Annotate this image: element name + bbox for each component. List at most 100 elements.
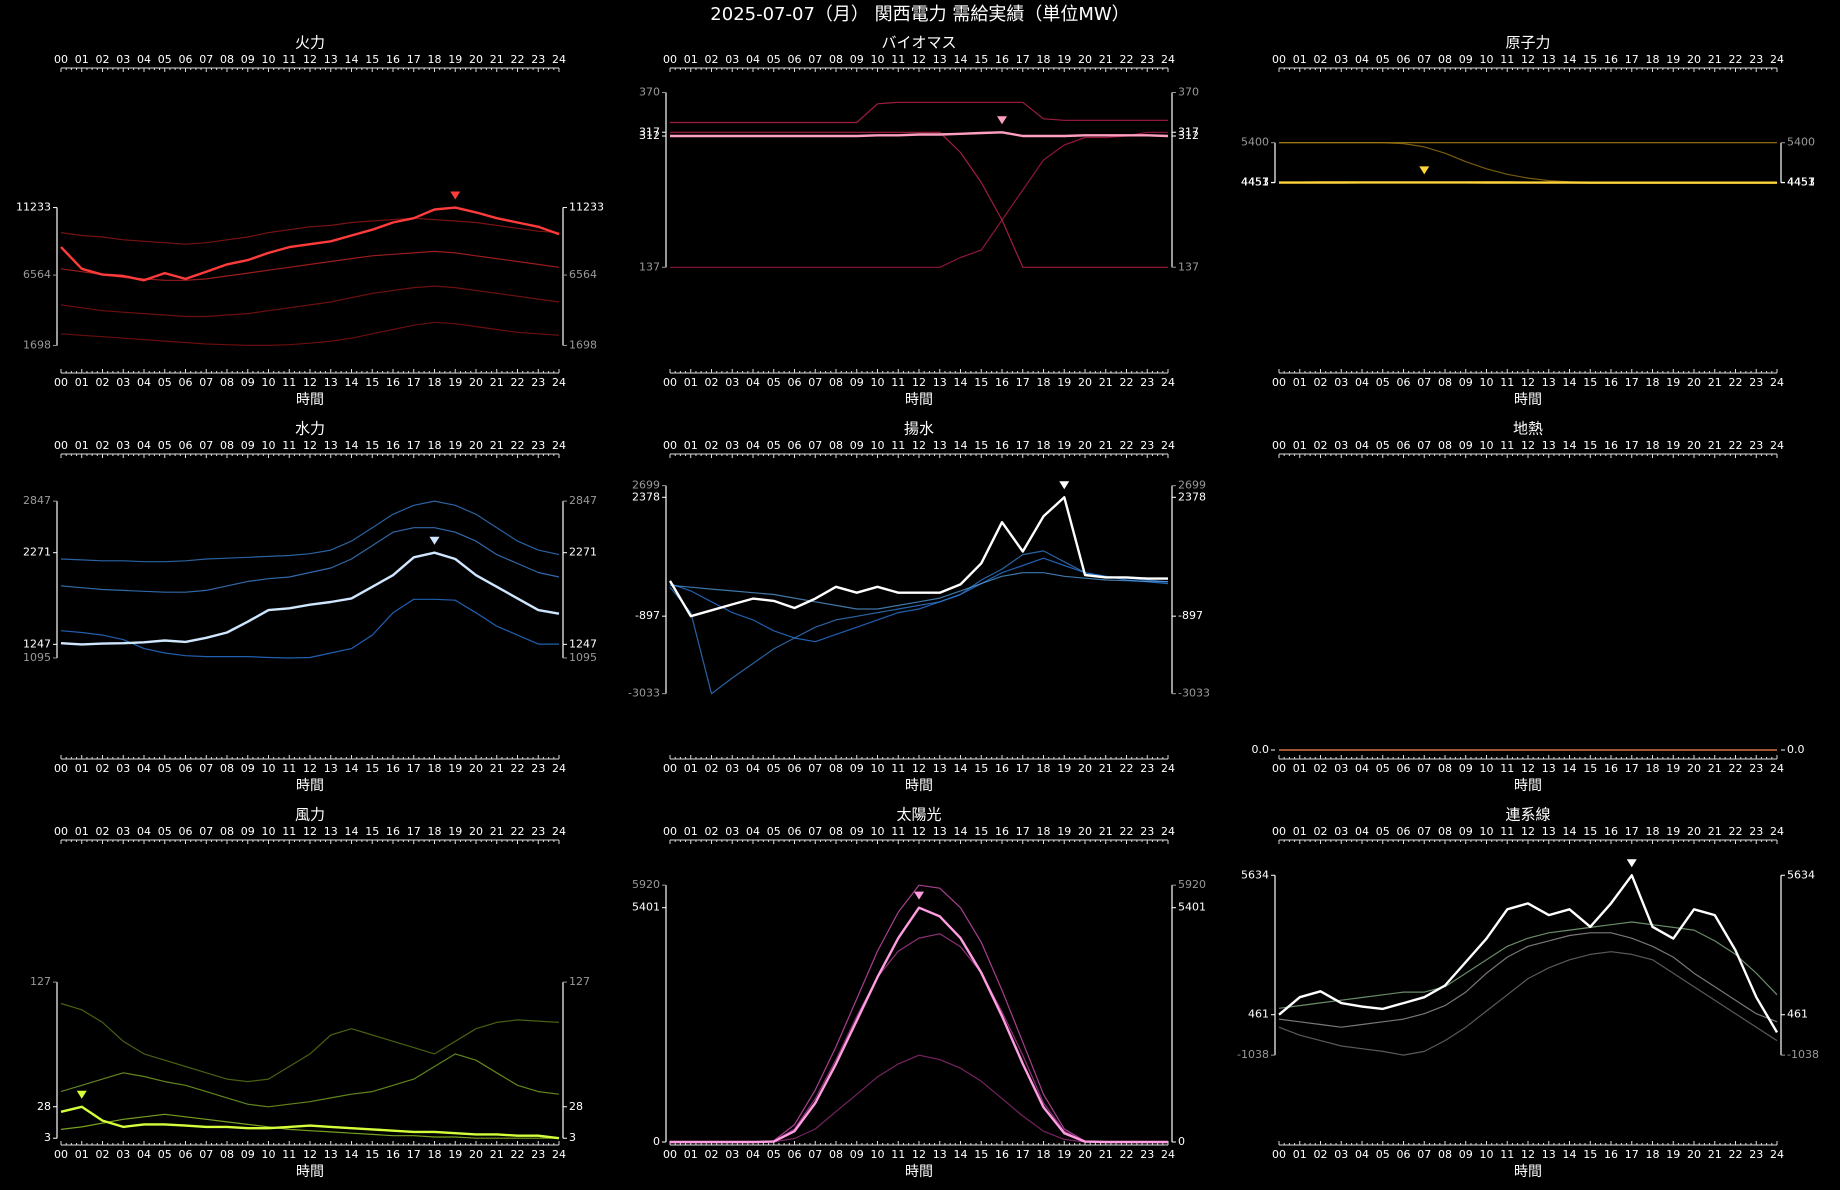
x-tick-label: 14 <box>1563 376 1577 389</box>
x-tick-label: 08 <box>829 376 843 389</box>
y-tick-label: 5401 <box>632 901 660 914</box>
x-tick-label: 18 <box>1646 376 1660 389</box>
x-tick-label: 05 <box>767 762 781 775</box>
x-tick-label: 04 <box>746 376 760 389</box>
x-tick-label: 12 <box>303 376 317 389</box>
x-tick-label: 11 <box>282 825 296 838</box>
x-tick-label: 12 <box>1521 53 1535 66</box>
x-tick-label: 20 <box>1078 762 1092 775</box>
x-tick-label: 19 <box>1057 1148 1071 1161</box>
x-tick-label: 06 <box>788 53 802 66</box>
x-tick-label: 16 <box>995 53 1009 66</box>
y-tick-label: 1247 <box>23 637 51 650</box>
x-tick-label: 03 <box>116 1148 130 1161</box>
x-tick-label: 14 <box>1563 439 1577 452</box>
x-tick-label: 24 <box>1770 825 1784 838</box>
x-tick-label: 14 <box>954 1148 968 1161</box>
x-tick-label: 07 <box>1417 762 1431 775</box>
x-tick-label: 12 <box>912 439 926 452</box>
x-tick-label: 23 <box>1749 376 1763 389</box>
x-tick-label: 15 <box>1583 762 1597 775</box>
x-tick-label: 21 <box>490 376 504 389</box>
y-tick-label: 2378 <box>632 490 660 503</box>
x-tick-label: 22 <box>1120 825 1134 838</box>
x-tick-label: 15 <box>1583 53 1597 66</box>
x-tick-label: 01 <box>75 439 89 452</box>
y-tick-label: 2699 <box>632 479 660 492</box>
x-tick-label: 03 <box>1334 825 1348 838</box>
x-tick-label: 09 <box>850 825 864 838</box>
x-tick-label: 07 <box>1417 53 1431 66</box>
x-axis-label: 時間 <box>296 778 324 794</box>
x-tick-label: 22 <box>1729 825 1743 838</box>
x-tick-label: 09 <box>850 376 864 389</box>
x-axis-label: 時間 <box>905 392 933 408</box>
x-axis <box>60 67 560 72</box>
x-tick-label: 20 <box>1687 53 1701 66</box>
x-tick-label: 21 <box>490 762 504 775</box>
x-tick-label: 16 <box>386 825 400 838</box>
x-tick-label: 04 <box>1355 825 1369 838</box>
series-line <box>60 250 560 281</box>
x-tick-label: 19 <box>1057 376 1071 389</box>
y-tick-label: 0.0 <box>1252 743 1270 756</box>
x-tick-label: 22 <box>1729 1148 1743 1161</box>
y-tick-label: 127 <box>30 975 51 988</box>
x-tick-label: 23 <box>1749 1148 1763 1161</box>
x-tick-label: 06 <box>179 1148 193 1161</box>
x-tick-label: 03 <box>116 376 130 389</box>
series-line <box>1278 951 1778 1056</box>
x-tick-label: 00 <box>663 439 677 452</box>
peak-marker <box>997 116 1007 125</box>
x-tick-label: 21 <box>1708 762 1722 775</box>
x-tick-label: 05 <box>158 376 172 389</box>
x-tick-label: 01 <box>1293 762 1307 775</box>
x-axis-label: 時間 <box>296 1164 324 1180</box>
x-tick-label: 02 <box>96 439 110 452</box>
x-tick-label: 18 <box>428 825 442 838</box>
x-axis <box>60 453 560 458</box>
y-tick-label: 137 <box>1178 260 1199 273</box>
x-tick-label: 19 <box>1057 53 1071 66</box>
x-tick-label: 09 <box>1459 376 1473 389</box>
x-tick-label: 18 <box>1037 376 1051 389</box>
series-line <box>669 572 1169 610</box>
y-tick-label: 2699 <box>1178 479 1206 492</box>
x-tick-label: 19 <box>1666 1148 1680 1161</box>
x-tick-label: 02 <box>705 376 719 389</box>
x-tick-label: 24 <box>1161 439 1175 452</box>
x-tick-label: 08 <box>1438 1148 1452 1161</box>
x-tick-label: 05 <box>1376 825 1390 838</box>
y-tick-label: 4451 <box>1787 176 1815 189</box>
x-axis <box>1278 755 1778 760</box>
x-tick-label: 12 <box>1521 376 1535 389</box>
x-tick-label: 20 <box>469 376 483 389</box>
x-axis <box>669 1141 1169 1146</box>
x-tick-label: 11 <box>1500 439 1514 452</box>
x-tick-label: 00 <box>1272 439 1286 452</box>
y-tick-label: 2847 <box>569 494 597 507</box>
x-tick-label: 15 <box>365 376 379 389</box>
x-tick-label: 23 <box>1749 762 1763 775</box>
x-tick-label: 24 <box>552 53 566 66</box>
x-tick-label: 07 <box>199 825 213 838</box>
y-tick-label: -897 <box>1178 609 1203 622</box>
peak-marker <box>1059 481 1070 490</box>
y-tick-label: 370 <box>639 86 660 99</box>
x-tick-label: 23 <box>531 825 545 838</box>
x-tick-label: 09 <box>1459 53 1473 66</box>
x-tick-label: 05 <box>158 1148 172 1161</box>
y-tick-label: 0 <box>653 1135 660 1148</box>
x-tick-label: 03 <box>1334 53 1348 66</box>
x-tick-label: 22 <box>1120 1148 1134 1161</box>
x-axis <box>1278 839 1778 844</box>
x-tick-label: 22 <box>511 53 525 66</box>
x-tick-label: 16 <box>1604 376 1618 389</box>
y-tick-label: 4453 <box>1241 176 1269 189</box>
x-tick-label: 11 <box>1500 53 1514 66</box>
x-tick-label: 15 <box>974 825 988 838</box>
x-tick-label: 08 <box>1438 825 1452 838</box>
x-tick-label: 17 <box>1016 825 1030 838</box>
series-line <box>1278 932 1778 1028</box>
x-tick-label: 08 <box>220 1148 234 1161</box>
